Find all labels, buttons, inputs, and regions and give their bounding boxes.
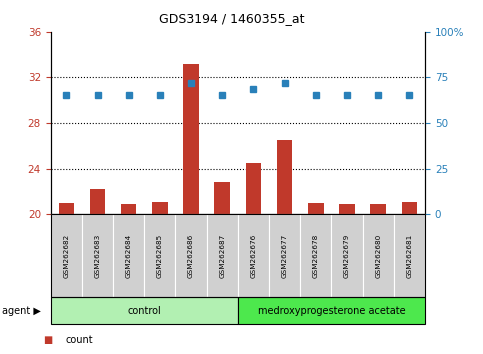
Bar: [90, 189, 105, 214]
Text: GSM262687: GSM262687: [219, 234, 225, 278]
Bar: [58, 203, 74, 214]
Text: GSM262685: GSM262685: [157, 234, 163, 278]
Text: GSM262680: GSM262680: [375, 234, 381, 278]
Text: medroxyprogesterone acetate: medroxyprogesterone acetate: [257, 306, 405, 316]
Text: GSM262679: GSM262679: [344, 234, 350, 278]
Text: control: control: [128, 306, 161, 316]
Text: GSM262683: GSM262683: [95, 234, 100, 278]
Bar: [370, 204, 386, 214]
Text: GDS3194 / 1460355_at: GDS3194 / 1460355_at: [159, 12, 305, 25]
Text: GSM262686: GSM262686: [188, 234, 194, 278]
Text: GSM262676: GSM262676: [251, 234, 256, 278]
Bar: [152, 202, 168, 214]
Bar: [402, 202, 417, 214]
Bar: [246, 163, 261, 214]
Bar: [277, 140, 293, 214]
Bar: [214, 182, 230, 214]
Text: GSM262677: GSM262677: [282, 234, 288, 278]
Text: GSM262678: GSM262678: [313, 234, 319, 278]
Bar: [339, 204, 355, 214]
Text: count: count: [65, 335, 93, 345]
Bar: [308, 203, 324, 214]
Text: GSM262682: GSM262682: [63, 234, 70, 278]
Bar: [121, 204, 137, 214]
Bar: [183, 64, 199, 214]
Text: ■: ■: [43, 335, 53, 345]
Text: agent ▶: agent ▶: [2, 306, 41, 316]
Text: GSM262684: GSM262684: [126, 234, 132, 278]
Text: GSM262681: GSM262681: [406, 234, 412, 278]
